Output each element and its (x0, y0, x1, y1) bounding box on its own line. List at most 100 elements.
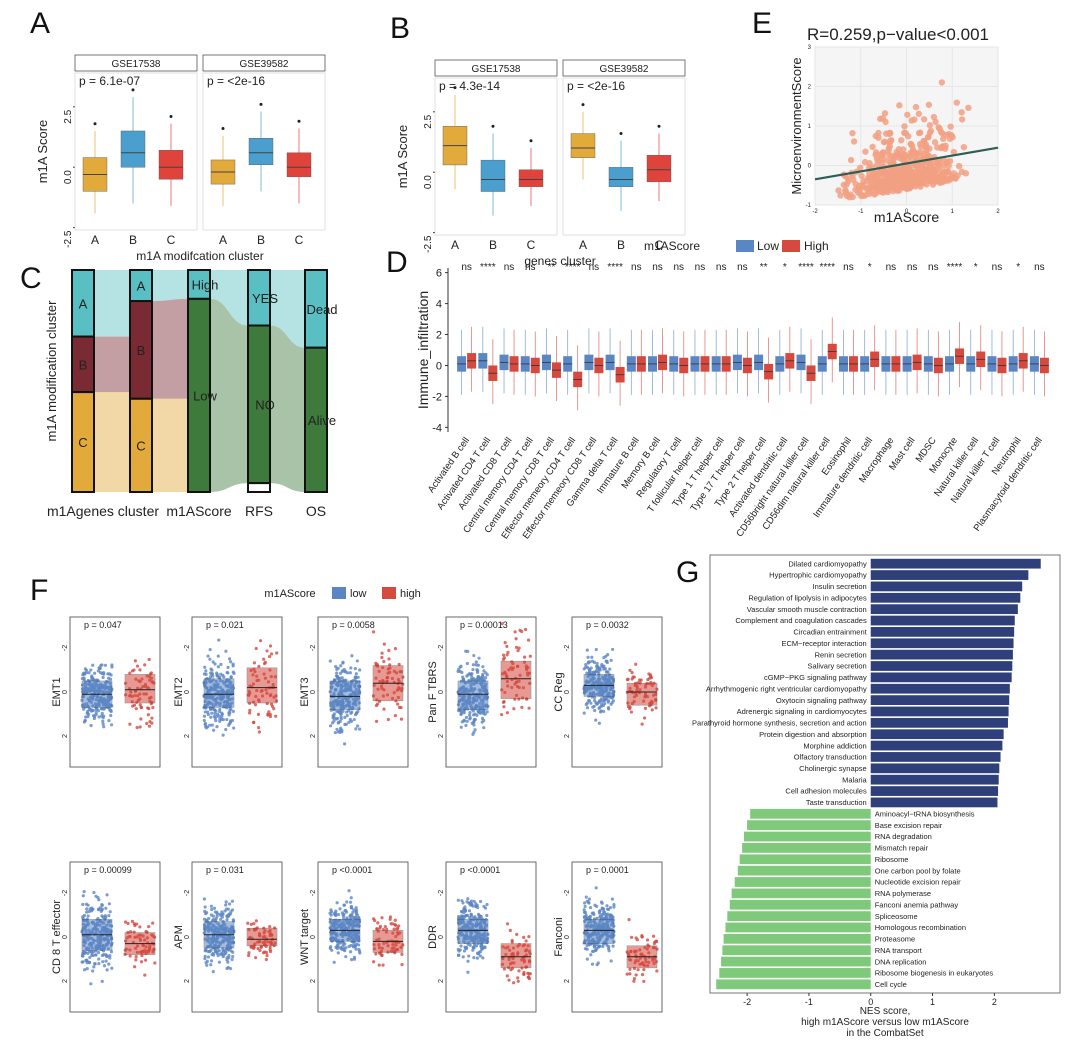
jitter-point (584, 665, 588, 670)
jitter-point (461, 955, 465, 959)
jitter-point (228, 711, 232, 715)
data-point (886, 129, 894, 137)
y-axis-label: MicroenvironmentScore (789, 57, 804, 194)
jitter-point (651, 934, 656, 938)
jitter-point (91, 663, 95, 667)
jitter-point (209, 963, 213, 967)
jitter-point (632, 675, 636, 679)
jitter-point (262, 657, 266, 661)
jitter-point (481, 665, 485, 669)
significance-label: * (974, 262, 978, 273)
jitter-point (265, 953, 269, 958)
jitter-point (506, 922, 510, 926)
jitter-point (211, 660, 215, 664)
x-tick-label: -2 (812, 209, 818, 215)
jitter-point (583, 901, 587, 905)
p-value: p = 0.0001 (586, 865, 629, 875)
jitter-point (464, 715, 468, 720)
jitter-point (108, 956, 112, 960)
jitter-point (150, 716, 154, 720)
data-point (936, 125, 943, 132)
significance-label: **** (480, 262, 496, 273)
data-point (960, 143, 968, 151)
jitter-point (584, 895, 588, 899)
jitter-point (218, 719, 222, 723)
y-tick-label: 0 (808, 164, 812, 170)
jitter-point (606, 652, 610, 657)
jitter-point (603, 701, 607, 706)
jitter-point (611, 699, 616, 703)
jitter-point (505, 653, 509, 657)
data-point (931, 139, 939, 146)
alluvial-flow (270, 325, 305, 492)
jitter-point (349, 950, 353, 954)
jitter-point (101, 675, 105, 680)
y-tick-label: 0 (310, 935, 317, 939)
y-tick-label: 2 (436, 330, 442, 342)
jitter-point (596, 961, 600, 965)
jitter-point (214, 917, 218, 921)
jitter-point (212, 906, 217, 910)
data-point (875, 129, 882, 137)
jitter-point (134, 958, 138, 962)
jitter-point (600, 913, 604, 917)
jitter-point (258, 948, 262, 953)
jitter-point (261, 951, 266, 955)
significance-label: ** (760, 262, 768, 273)
jitter-point (517, 646, 521, 650)
alluvial-flow (94, 270, 130, 337)
jitter-point (204, 726, 208, 730)
jitter-point (523, 627, 528, 632)
y-tick-label: -2 (438, 890, 445, 896)
x-tick-label: C (655, 238, 664, 252)
data-point (948, 174, 955, 181)
jitter-point (527, 934, 531, 939)
jitter-point (93, 962, 97, 966)
significance-label: ns (631, 262, 642, 273)
y-tick-label: 0 (62, 935, 69, 939)
data-point (925, 101, 933, 108)
stratum-label: Dead (306, 302, 337, 317)
jitter-point (399, 717, 404, 721)
jitter-point (342, 903, 346, 907)
jitter-point (104, 906, 108, 910)
legend-title: m1AScore (264, 588, 315, 600)
bar (870, 740, 1003, 751)
jitter-point (91, 969, 95, 973)
jitter-point (463, 905, 467, 909)
data-point (837, 192, 844, 199)
jitter-point (514, 637, 518, 641)
jitter-point (92, 716, 96, 721)
jitter-point (82, 671, 86, 675)
y-tick-label: 0 (62, 690, 69, 694)
jitter-point (266, 712, 270, 716)
jitter-point (396, 702, 400, 706)
jitter-point (501, 700, 506, 704)
y-tick-label: 2 (564, 979, 571, 983)
jitter-point (107, 902, 111, 906)
jitter-point (464, 649, 468, 653)
jitter-point (210, 907, 214, 912)
jitter-point (611, 647, 615, 652)
data-point (953, 99, 960, 106)
jitter-point (101, 719, 105, 723)
jitter-point (514, 645, 519, 649)
legend-swatch (382, 587, 396, 599)
jitter-point (102, 964, 107, 968)
jitter-point (212, 714, 216, 719)
jitter-point (101, 960, 105, 964)
y-tick-label: 0 (438, 690, 445, 694)
y-tick-label: -4 (432, 422, 442, 434)
jitter-point (512, 707, 516, 711)
y-axis-label: Immune_infiltration (415, 291, 431, 409)
jitter-point (214, 719, 218, 723)
jitter-point (341, 709, 345, 713)
jitter-point (134, 955, 138, 959)
jitter-point (462, 949, 467, 953)
x-tick-label: 1 (951, 209, 955, 215)
jitter-point (595, 664, 599, 668)
y-tick-label: 0 (438, 935, 445, 939)
jitter-point (352, 717, 356, 722)
jitter-point (357, 949, 362, 953)
